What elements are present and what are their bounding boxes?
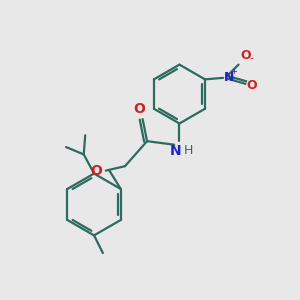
Text: N: N (169, 143, 181, 158)
Text: +: + (230, 67, 237, 76)
Text: O: O (240, 49, 250, 62)
Text: H: H (184, 143, 193, 157)
Text: O: O (133, 101, 145, 116)
Text: N: N (224, 71, 235, 84)
Text: -: - (249, 53, 254, 63)
Text: O: O (247, 79, 257, 92)
Text: O: O (90, 164, 102, 178)
